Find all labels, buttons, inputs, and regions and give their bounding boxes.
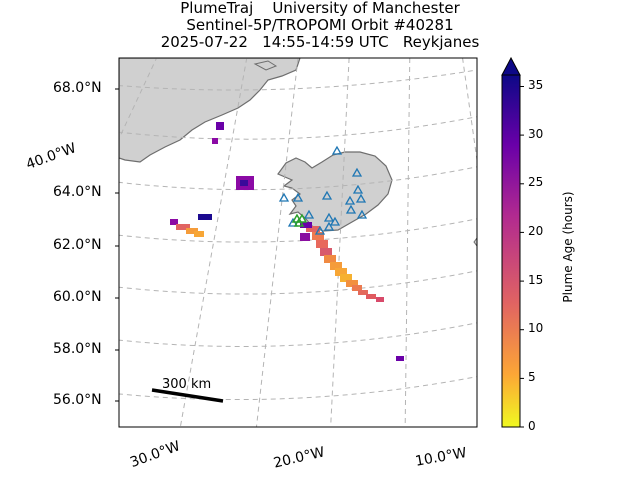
colorbar-tick: 20 [528, 224, 544, 238]
colorbar-tick: 25 [528, 175, 544, 189]
colorbar-tick: 10 [528, 321, 544, 335]
colorbar-extend-arrow [501, 56, 521, 76]
colorbar-label: Plume Age (hours) [561, 191, 575, 303]
plume-main [300, 222, 384, 302]
lat-label-58: 58.0°N [53, 341, 102, 357]
colorbar-tick: 0 [528, 419, 536, 433]
colorbar-tick: 5 [528, 370, 536, 384]
scale-bar-label: 300 km [162, 377, 212, 392]
scale-bar [151, 388, 224, 403]
lat-label-68: 68.0°N [53, 80, 102, 96]
map-frame [118, 57, 478, 428]
lat-label-62: 62.0°N [53, 237, 102, 253]
map-area [119, 58, 477, 427]
colorbar-tick: 30 [528, 127, 544, 141]
colorbar-tick: 15 [528, 273, 544, 287]
iceland-landmass [277, 151, 393, 232]
title-line-2: Sentinel-5P/TROPOMI Orbit #40281 [186, 16, 454, 34]
colorbar [501, 56, 524, 428]
volcano-markers [278, 145, 368, 235]
lat-label-64: 64.0°N [53, 184, 102, 200]
colorbar-tick: 35 [528, 78, 544, 92]
title-line-1: PlumeTraj University of Manchester [180, 0, 460, 17]
plume-north-patches [212, 122, 404, 361]
graticule [119, 58, 477, 427]
title-line-3: 2025-07-22 14:55-14:59 UTC Reykjanes [160, 33, 480, 51]
active-volcano-markers [291, 213, 308, 227]
plume-west [170, 214, 212, 237]
lat-label-60: 60.0°N [53, 289, 102, 305]
lat-label-56: 56.0°N [53, 392, 102, 408]
